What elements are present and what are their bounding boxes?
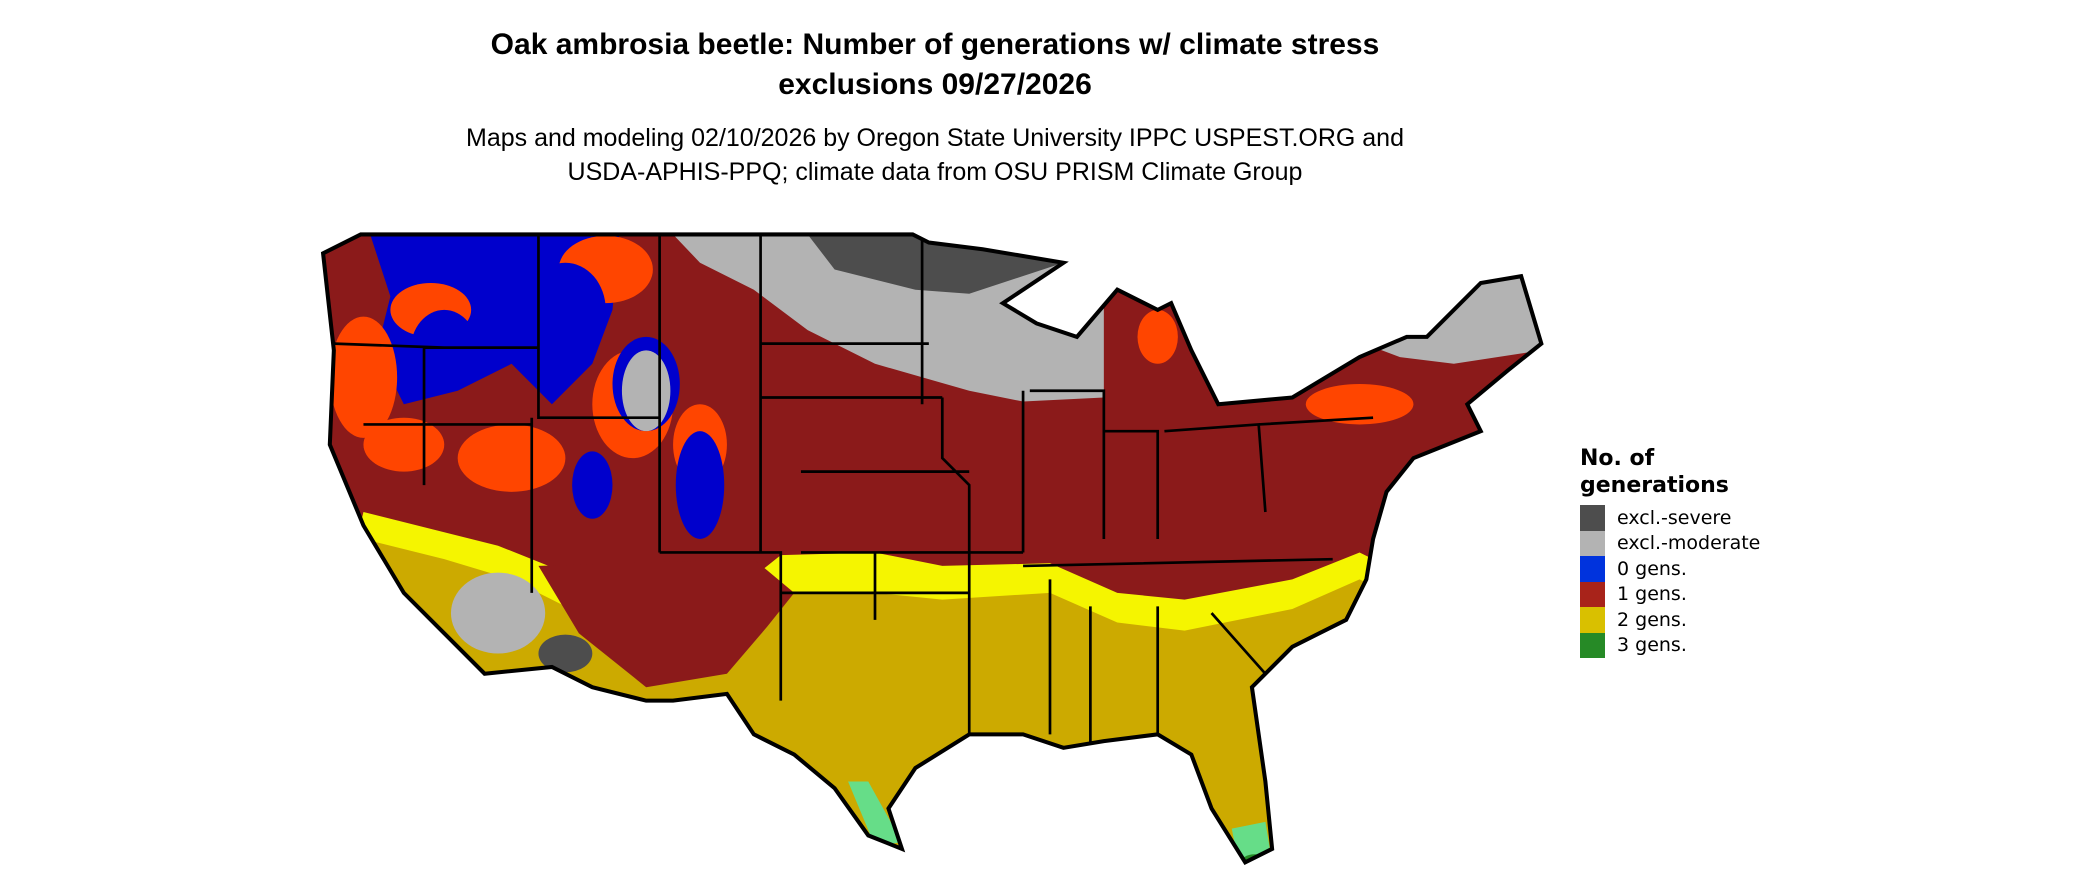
region-excl-severe-north (807, 234, 1064, 294)
map-subtitle-line1: Maps and modeling 02/10/2026 by Oregon S… (466, 124, 1404, 152)
legend-swatch (1580, 530, 1605, 556)
legend-swatch (1580, 607, 1605, 633)
legend-label: excl.-moderate (1617, 532, 1761, 555)
region-orange-patches (329, 235, 1414, 492)
legend-item-excl-severe: excl.-severe (1580, 505, 1800, 531)
legend-item-0-gens: 0 gens. (1580, 556, 1800, 582)
map-title-line1: Oak ambrosia beetle: Number of generatio… (490, 28, 1380, 61)
region-excl-moderate-desert (450, 572, 546, 654)
legend-label: 3 gens. (1617, 634, 1687, 657)
map-title-line2: exclusions 09/27/2026 (778, 68, 1092, 101)
region-3-gen-texas-light (848, 781, 902, 847)
legend-swatch (1580, 556, 1605, 582)
legend-label: 0 gens. (1617, 557, 1687, 580)
legend-title: No. of generations (1580, 446, 1729, 498)
legend-item-1-gens: 1 gens. (1580, 581, 1800, 607)
map-subtitle-line2: USDA-APHIS-PPQ; climate data from OSU PR… (567, 158, 1303, 186)
legend-swatch (1580, 505, 1605, 531)
legend-label: excl.-severe (1617, 506, 1732, 529)
region-excl-severe-desert (538, 634, 593, 673)
legend-item-excl-moderate: excl.-moderate (1580, 530, 1800, 556)
legend-swatch (1580, 632, 1605, 658)
legend-item-2-gens: 2 gens. (1580, 607, 1800, 633)
legend: No. of generations excl.-severe excl.-mo… (1580, 445, 1800, 658)
legend-label: 1 gens. (1617, 583, 1687, 606)
legend-item-3-gens: 3 gens. (1580, 632, 1800, 658)
legend-label: 2 gens. (1617, 608, 1687, 631)
state-borders (333, 234, 1374, 748)
region-1-gen-southwest (538, 559, 795, 688)
legend-swatch (1580, 581, 1605, 607)
